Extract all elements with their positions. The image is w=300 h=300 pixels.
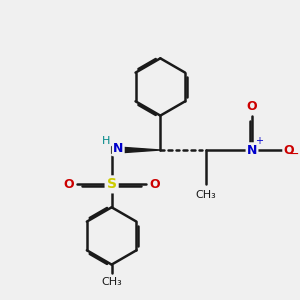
Text: O: O bbox=[284, 143, 294, 157]
Text: +: + bbox=[255, 136, 263, 146]
Polygon shape bbox=[112, 147, 160, 153]
Text: H: H bbox=[102, 136, 110, 146]
Text: CH₃: CH₃ bbox=[196, 190, 217, 200]
Text: CH₃: CH₃ bbox=[101, 278, 122, 287]
Text: N: N bbox=[113, 142, 123, 155]
Text: S: S bbox=[106, 177, 117, 191]
Text: N: N bbox=[247, 143, 257, 157]
Text: O: O bbox=[247, 100, 257, 113]
Text: O: O bbox=[64, 178, 74, 191]
Text: O: O bbox=[149, 178, 160, 191]
Text: −: − bbox=[288, 148, 299, 161]
